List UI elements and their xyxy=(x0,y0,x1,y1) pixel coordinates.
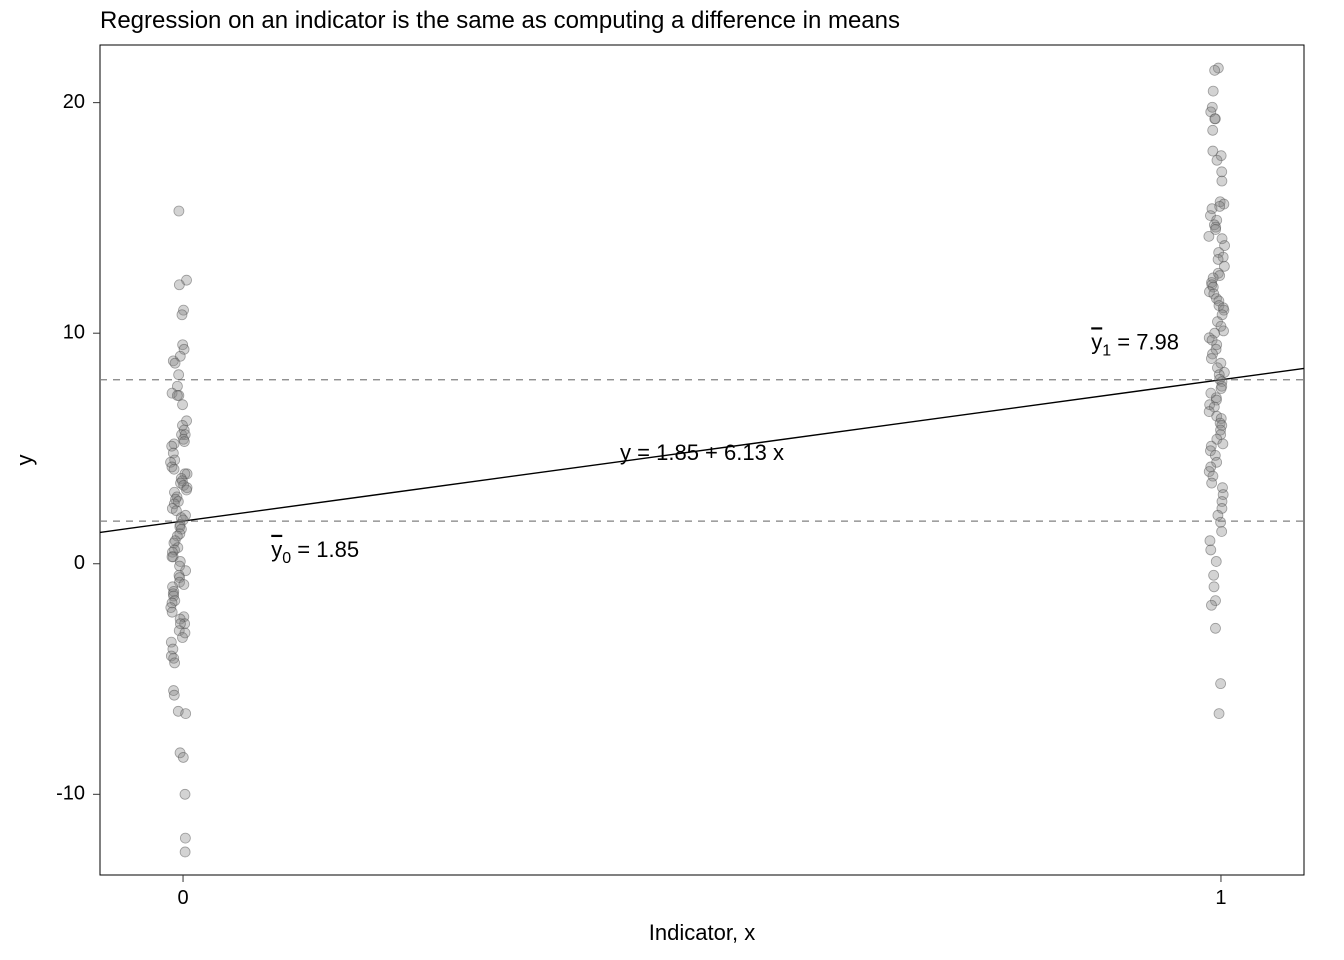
chart-title: Regression on an indicator is the same a… xyxy=(100,7,900,34)
scatter-point xyxy=(1214,709,1224,719)
scatter-point xyxy=(178,400,188,410)
scatter-point xyxy=(167,607,177,617)
scatter-point xyxy=(1204,231,1214,241)
scatter-point xyxy=(1217,526,1227,536)
scatter-point xyxy=(174,206,184,216)
scatter-point xyxy=(170,658,180,668)
y-tick-label: 0 xyxy=(74,552,85,574)
scatter-point xyxy=(1208,125,1218,135)
scatter-point xyxy=(1216,384,1226,394)
scatter-point xyxy=(1206,354,1216,364)
y-axis-label: y xyxy=(12,455,37,466)
x-tick-label: 0 xyxy=(177,887,188,909)
scatter-point xyxy=(1211,556,1221,566)
scatter-point xyxy=(1210,114,1220,124)
scatter-point xyxy=(1208,86,1218,96)
y-tick-label: -10 xyxy=(56,783,85,805)
scatter-point xyxy=(172,390,182,400)
scatter-point xyxy=(1206,545,1216,555)
scatter-point xyxy=(1206,600,1216,610)
scatter-point xyxy=(179,437,189,447)
scatter-point xyxy=(169,690,179,700)
regression-equation: y = 1.85 + 6.13 x xyxy=(620,440,784,465)
scatter-point xyxy=(169,464,179,474)
scatter-point xyxy=(181,709,191,719)
scatter-point xyxy=(179,580,189,590)
scatter-point xyxy=(1209,582,1219,592)
scatter-point xyxy=(1210,623,1220,633)
scatter-point xyxy=(182,485,192,495)
x-tick-label: 1 xyxy=(1215,887,1226,909)
scatter-point xyxy=(1210,65,1220,75)
scatter-point xyxy=(1218,439,1228,449)
scatter-point xyxy=(180,833,190,843)
scatter-point xyxy=(170,358,180,368)
scatter-point xyxy=(177,633,187,643)
scatter-point xyxy=(180,789,190,799)
scatter-point xyxy=(178,752,188,762)
scatter-point xyxy=(1209,570,1219,580)
scatter-point xyxy=(174,370,184,380)
regression-indicator-chart: Regression on an indicator is the same a… xyxy=(0,0,1344,960)
scatter-point xyxy=(1216,517,1226,527)
scatter-point xyxy=(1205,536,1215,546)
x-axis-label: Indicator, x xyxy=(649,920,755,945)
scatter-point xyxy=(1217,167,1227,177)
scatter-point xyxy=(1207,478,1217,488)
scatter-point xyxy=(1219,326,1229,336)
y-tick-label: 10 xyxy=(63,321,85,343)
scatter-point xyxy=(177,310,187,320)
scatter-point xyxy=(1217,176,1227,186)
scatter-point xyxy=(174,280,184,290)
scatter-point xyxy=(180,847,190,857)
scatter-point xyxy=(1212,155,1222,165)
y-tick-label: 20 xyxy=(63,91,85,113)
scatter-point xyxy=(1216,679,1226,689)
